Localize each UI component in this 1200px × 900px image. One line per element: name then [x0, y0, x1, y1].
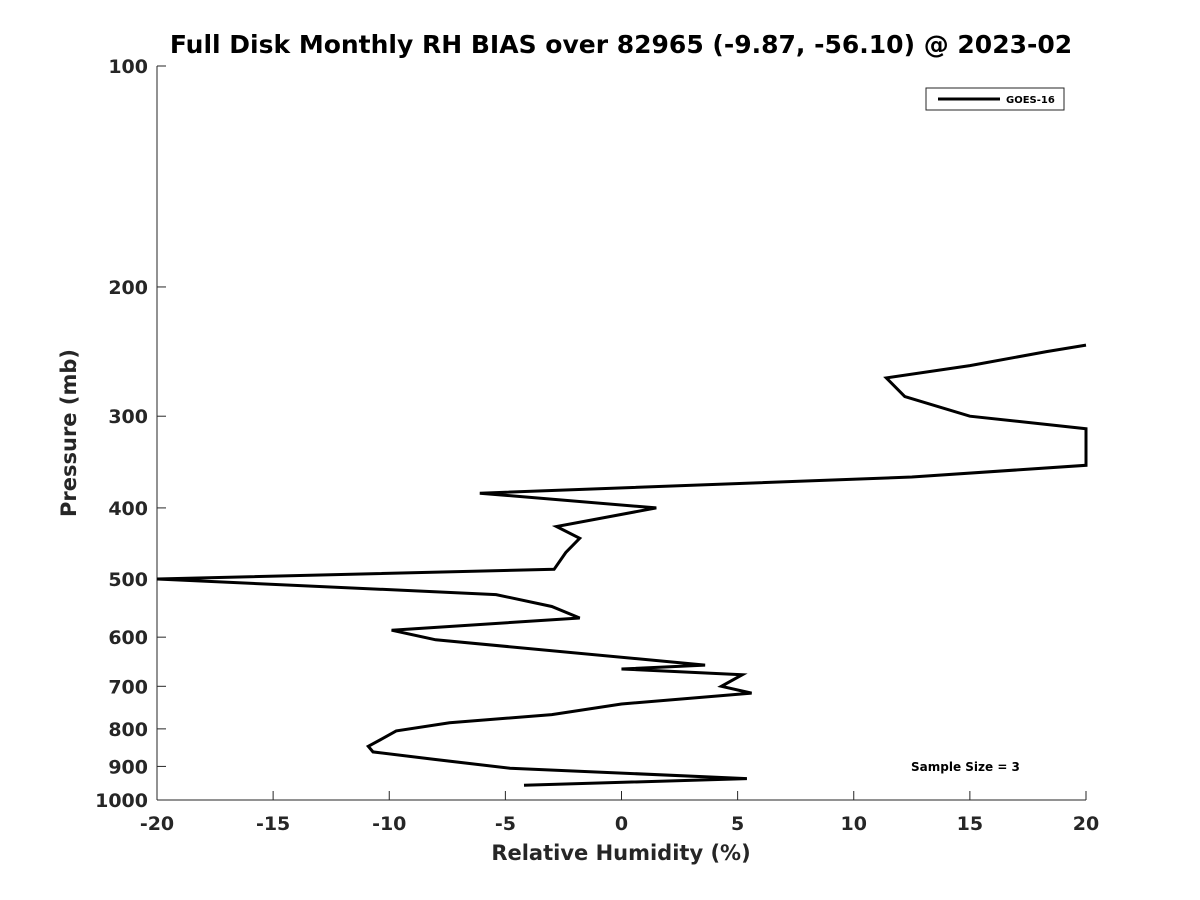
chart-title: Full Disk Monthly RH BIAS over 82965 (-9… [170, 30, 1072, 59]
x-tick-label: -5 [495, 813, 516, 835]
y-tick-label: 100 [108, 56, 148, 78]
y-axis-label: Pressure (mb) [57, 349, 81, 517]
x-axis-label: Relative Humidity (%) [491, 841, 750, 865]
x-tick-label: -20 [140, 813, 174, 835]
x-tick-label: 5 [731, 813, 744, 835]
x-tick-label: -10 [372, 813, 406, 835]
y-tick-label: 900 [108, 756, 148, 778]
x-tick-label: 0 [615, 813, 628, 835]
plot-area: -20 -15 -10 -5 0 5 10 15 20 100 200 300 400 500 600 70… [95, 56, 1099, 835]
x-tick-label: -15 [256, 813, 290, 835]
y-tick-label: 800 [108, 719, 148, 741]
sample-size-annotation: Sample Size = 3 [911, 760, 1020, 774]
y-tick-label: 200 [108, 277, 148, 299]
legend: GOES-16 [925, 87, 1065, 111]
y-tick-label: 600 [108, 627, 148, 649]
legend-label-goes16: GOES-16 [1006, 95, 1055, 106]
y-tick-label: 300 [108, 406, 148, 428]
series-line-goes16 [156, 343, 1088, 787]
x-ticks: -20 -15 -10 -5 0 5 10 15 20 [140, 791, 1099, 835]
x-tick-label: 20 [1073, 813, 1099, 835]
y-tick-label: 700 [108, 676, 148, 698]
x-tick-label: 15 [957, 813, 983, 835]
y-tick-label: 500 [108, 569, 148, 591]
x-tick-label: 10 [841, 813, 867, 835]
y-tick-label: 400 [108, 498, 148, 520]
y-ticks: 100 200 300 400 500 600 700 800 900 1000 [95, 56, 166, 812]
y-tick-label: 1000 [95, 790, 148, 812]
